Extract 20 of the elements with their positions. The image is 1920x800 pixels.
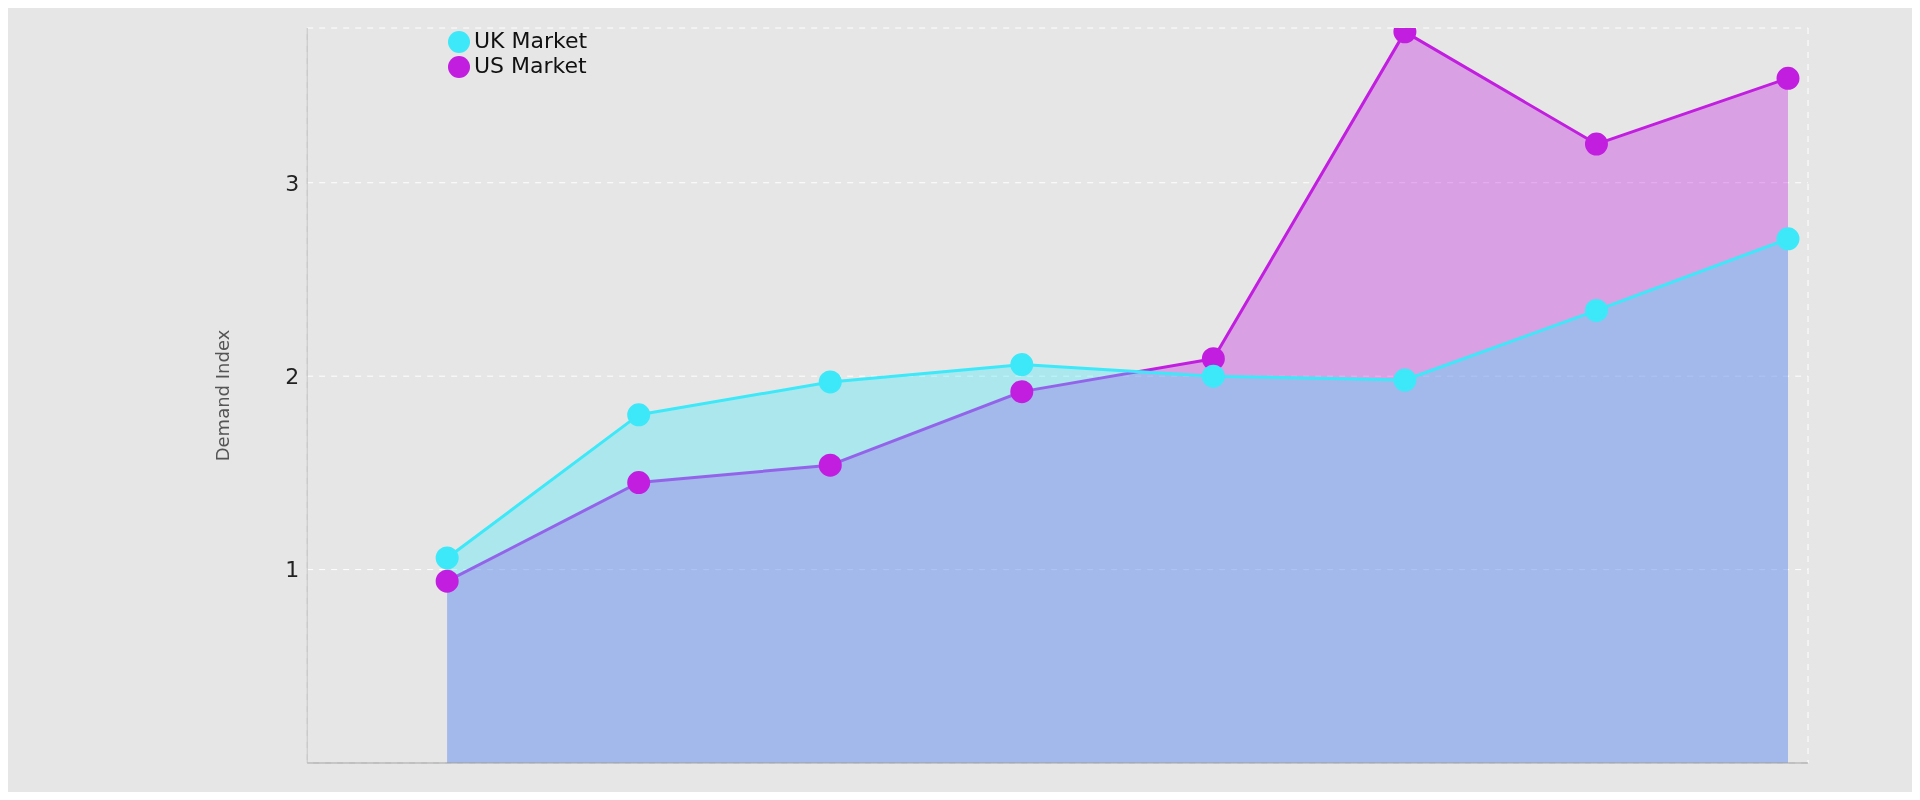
y-tick-label: 3: [285, 170, 300, 196]
y-tick-label: 1: [285, 557, 300, 583]
point: [818, 370, 842, 394]
point: [1776, 227, 1800, 251]
point: [627, 403, 651, 427]
y-axis-title: Demand Index: [211, 329, 233, 462]
point: [1201, 364, 1225, 388]
legend-label: UK Market: [474, 28, 588, 53]
point: [435, 546, 459, 570]
point: [1393, 368, 1417, 392]
y-tick-label: 2: [285, 363, 300, 389]
legend-label: US Market: [474, 53, 587, 78]
point: [435, 569, 459, 593]
point: [1776, 66, 1800, 90]
point: [627, 471, 651, 495]
point: [1010, 380, 1034, 404]
point: [1584, 298, 1608, 322]
point: [818, 453, 842, 477]
point: [1010, 353, 1034, 377]
point: [1584, 132, 1608, 156]
